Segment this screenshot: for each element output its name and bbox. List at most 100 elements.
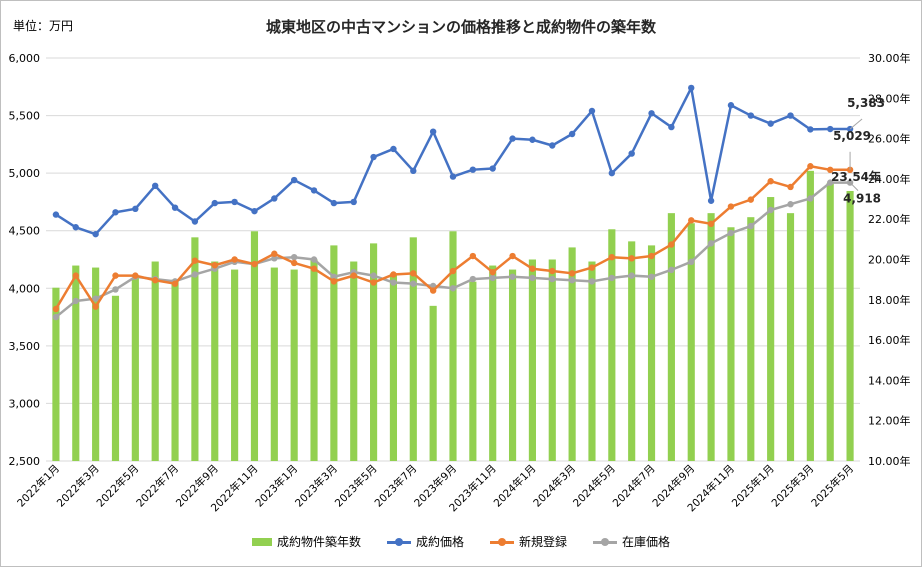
bar xyxy=(330,245,338,461)
data-point xyxy=(310,256,318,263)
bar xyxy=(687,223,695,461)
bar xyxy=(628,241,636,461)
bar xyxy=(250,231,259,461)
data-point xyxy=(231,256,238,263)
bar xyxy=(667,213,675,461)
data-point xyxy=(628,150,635,157)
data-point xyxy=(231,198,238,206)
bar xyxy=(647,245,656,461)
bar xyxy=(151,261,159,461)
data-point xyxy=(727,229,735,237)
data-point xyxy=(807,195,814,202)
data-point xyxy=(827,166,834,174)
y-right-tick-label: 26.00年 xyxy=(868,132,911,146)
data-point xyxy=(112,286,119,293)
y-right-tick-label: 16.00年 xyxy=(868,333,911,347)
data-point xyxy=(469,166,477,173)
bar xyxy=(767,197,775,461)
legend-item-stock: 在庫価格 xyxy=(593,533,670,550)
bar xyxy=(409,237,417,461)
bar xyxy=(747,217,755,461)
data-point xyxy=(211,199,218,207)
data-point xyxy=(489,268,496,276)
data-point xyxy=(767,178,774,185)
data-point xyxy=(727,102,735,109)
legend-item-new: 新規登録 xyxy=(490,533,567,550)
data-point xyxy=(191,218,199,225)
data-point xyxy=(707,197,715,204)
data-point xyxy=(52,305,60,313)
annotation-leader xyxy=(849,182,859,191)
data-point xyxy=(410,270,417,277)
data-point xyxy=(509,252,516,260)
legend-swatch-stock xyxy=(593,537,618,547)
data-point xyxy=(72,224,79,231)
data-point xyxy=(390,279,397,286)
data-point xyxy=(648,273,655,280)
data-point xyxy=(568,130,576,138)
bar xyxy=(846,190,854,462)
data-point xyxy=(767,206,774,214)
bar xyxy=(191,237,199,461)
data-point xyxy=(370,272,377,279)
data-point xyxy=(132,205,139,213)
data-point xyxy=(588,278,596,285)
legend-label-price: 成約価格 xyxy=(415,535,464,549)
bar xyxy=(826,182,834,461)
bar xyxy=(310,259,318,461)
data-point xyxy=(151,182,159,190)
data-point xyxy=(271,195,278,202)
y-left-tick-label: 2,500 xyxy=(9,455,41,468)
data-point xyxy=(271,250,278,257)
y-right-tick-label: 22.00年 xyxy=(868,212,911,226)
data-point xyxy=(211,262,218,269)
bar xyxy=(92,267,100,461)
data-point xyxy=(568,277,576,284)
data-point xyxy=(52,211,60,218)
bar xyxy=(270,267,278,461)
data-point xyxy=(608,169,616,177)
y-right-tick-label: 12.00年 xyxy=(868,414,911,428)
bar xyxy=(548,259,556,461)
y-left-tick-label: 6,000 xyxy=(9,52,41,65)
legend-label-new: 新規登録 xyxy=(519,535,568,549)
data-point xyxy=(688,258,695,266)
bar xyxy=(727,227,735,461)
bar xyxy=(72,265,80,461)
y-left-tick-label: 3,000 xyxy=(9,397,41,410)
y-right-tick-label: 24.00年 xyxy=(868,172,911,186)
data-point xyxy=(727,203,735,210)
y-right-tick-label: 18.00年 xyxy=(868,293,911,307)
data-label: 5,029 xyxy=(833,129,871,143)
data-point xyxy=(767,120,774,127)
data-point xyxy=(668,266,675,274)
chart-title: 城東地区の中古マンションの価格推移と成約物件の築年数 xyxy=(265,18,656,36)
y-right-tick-label: 30.00年 xyxy=(868,51,911,65)
legend-swatch-age xyxy=(251,537,272,546)
bar xyxy=(429,305,437,461)
bar xyxy=(52,287,60,461)
bar xyxy=(508,269,517,461)
bar xyxy=(568,247,576,461)
y-right-tick-label: 20.00年 xyxy=(868,253,911,267)
bar xyxy=(111,295,120,461)
data-point xyxy=(92,295,99,302)
data-point xyxy=(132,272,139,279)
data-point xyxy=(608,253,616,261)
data-point xyxy=(747,112,755,119)
legend-label-stock: 在庫価格 xyxy=(622,535,671,549)
data-point xyxy=(648,252,655,260)
data-point xyxy=(429,128,437,135)
data-point xyxy=(191,257,199,264)
data-point xyxy=(171,204,179,211)
data-point xyxy=(628,255,635,262)
data-point xyxy=(72,297,79,305)
data-point xyxy=(330,273,338,280)
data-point xyxy=(668,241,675,248)
data-point xyxy=(350,272,357,279)
data-point xyxy=(390,271,397,278)
data-point xyxy=(429,287,437,294)
data-point xyxy=(290,176,298,184)
bar xyxy=(608,229,616,461)
